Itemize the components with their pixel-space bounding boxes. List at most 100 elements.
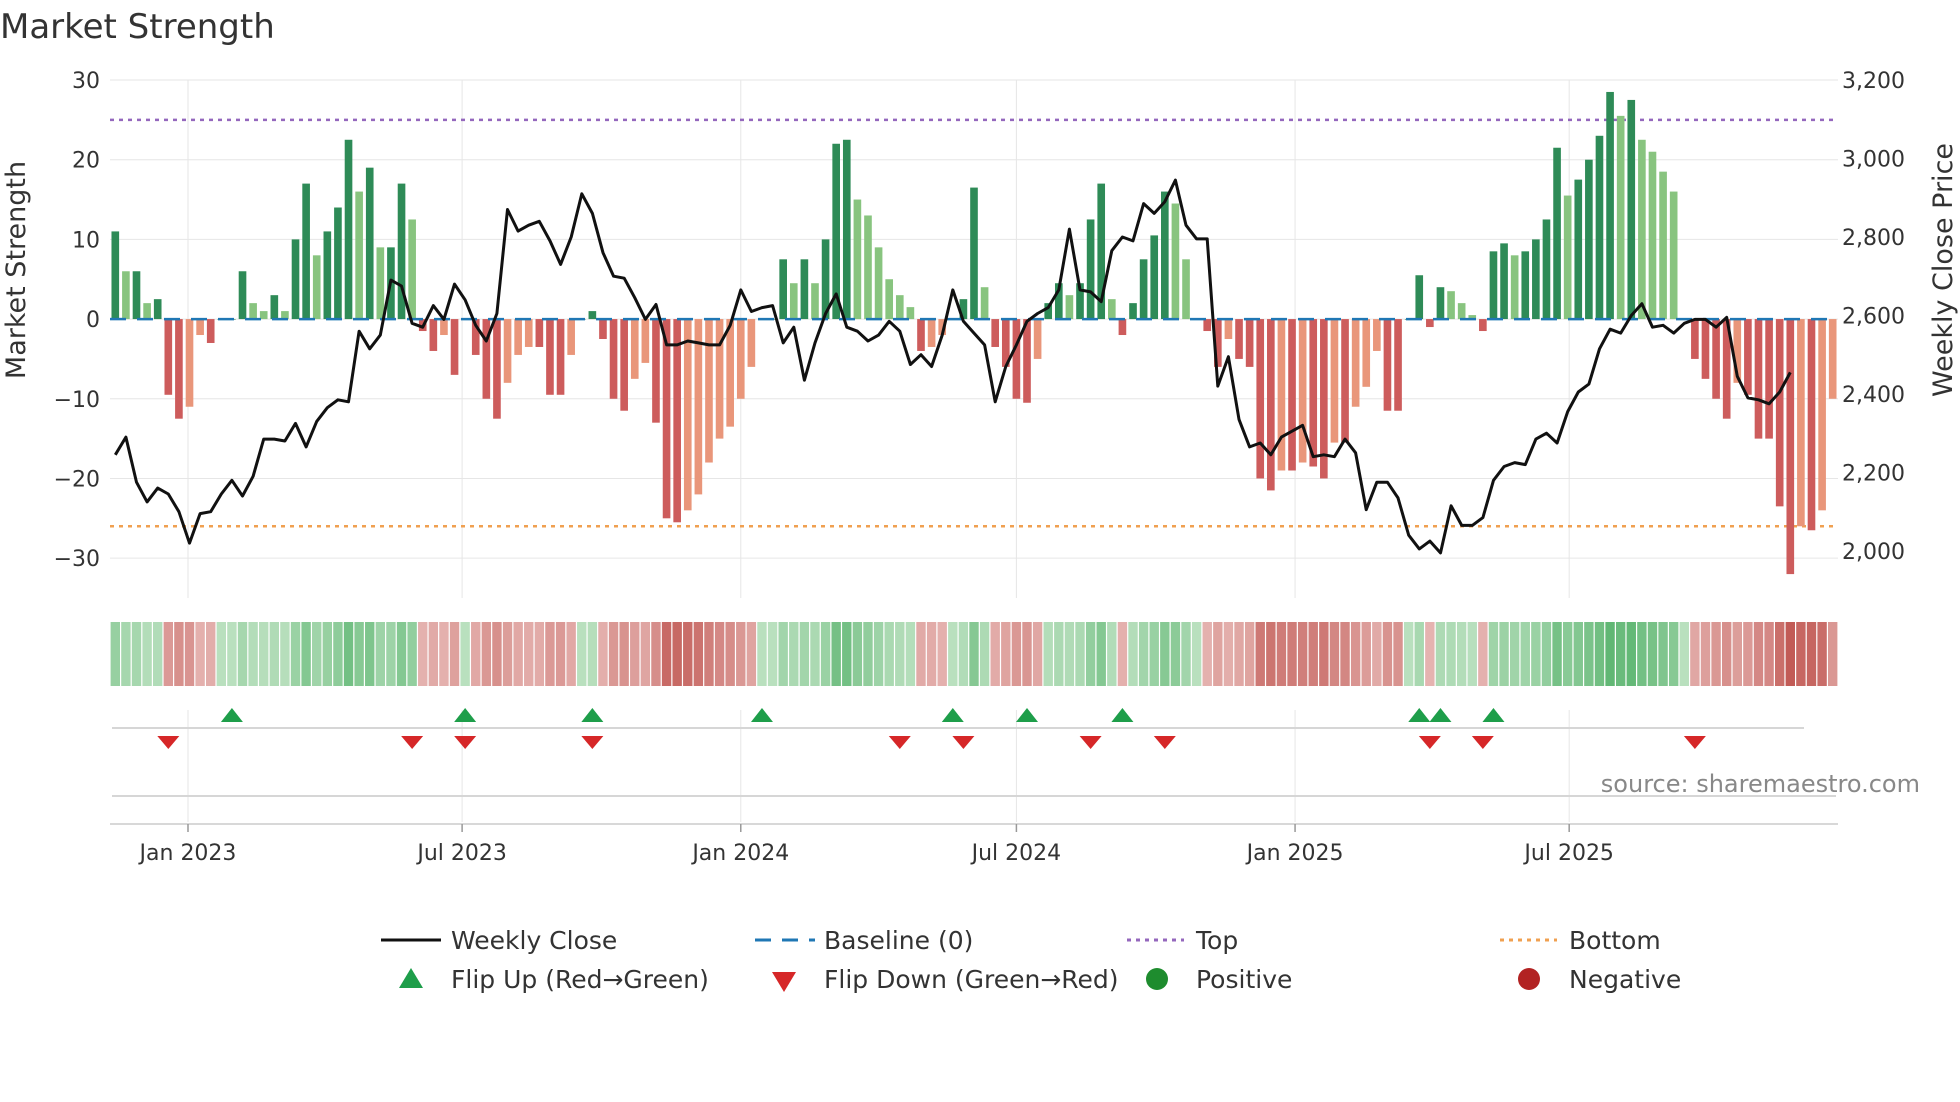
strength-bar: [1479, 319, 1487, 332]
strength-bar: [259, 311, 268, 320]
legend-negative-label: Negative: [1569, 965, 1681, 994]
strength-tile: [1658, 622, 1668, 686]
strength-bars: [110, 91, 1838, 575]
strength-bar: [1436, 287, 1445, 320]
strength-tile: [905, 622, 916, 686]
strength-tile: [439, 622, 449, 686]
strength-tile: [396, 622, 407, 686]
strength-bar: [736, 319, 745, 399]
strength-tile: [1213, 622, 1223, 686]
strength-tile: [1403, 622, 1414, 686]
strength-tile: [1297, 622, 1308, 686]
strength-tile: [714, 622, 725, 686]
right-tick-label: 2,000: [1842, 540, 1905, 565]
strength-tile: [343, 622, 354, 686]
strength-bar: [864, 215, 872, 320]
strength-bar: [959, 299, 968, 320]
axes: 30 20 10 0 −10 −20 −30 3,200 3,000 2,800 2,600 2,40…: [54, 69, 1905, 866]
left-tick-label: 10: [72, 228, 100, 253]
strength-bar: [1076, 283, 1084, 320]
strength-bar: [535, 319, 544, 347]
strength-tile: [163, 622, 174, 686]
strength-tile: [1753, 622, 1764, 686]
strength-tile: [386, 622, 396, 686]
strength-tile: [216, 622, 227, 686]
strength-bar: [1775, 319, 1784, 507]
strength-tile: [1594, 622, 1605, 686]
flip-down-marker: [1683, 736, 1706, 749]
chart-legend: Weekly Close Baseline (0) Top Bottom Fli…: [381, 926, 1681, 994]
strength-tile: [1350, 622, 1361, 686]
strength-bar: [1595, 135, 1604, 320]
left-tick-label: 20: [72, 149, 100, 174]
strength-bar: [153, 299, 162, 320]
strength-bar: [546, 319, 554, 395]
strength-bar: [789, 283, 798, 320]
strength-tile: [110, 622, 121, 686]
strength-bar: [1182, 259, 1190, 320]
strength-bar: [503, 319, 512, 383]
strength-tile: [842, 622, 852, 686]
strength-tile: [1393, 622, 1403, 686]
strength-bar: [1012, 319, 1021, 399]
strength-tile: [280, 622, 290, 686]
strength-bar: [1828, 319, 1837, 399]
strength-tile: [312, 622, 322, 686]
strength-bar: [1638, 139, 1646, 320]
strength-bar: [1733, 319, 1742, 383]
strength-tile: [1668, 622, 1679, 686]
legend-baseline-label: Baseline (0): [824, 926, 973, 955]
strength-tile: [1011, 622, 1022, 686]
strength-bar: [1754, 319, 1763, 439]
flip-up-marker: [454, 708, 477, 722]
strength-tile: [979, 622, 990, 686]
strength-tile: [990, 622, 1000, 686]
strength-tile: [1562, 622, 1573, 686]
strength-bar: [1786, 319, 1795, 575]
strength-bar: [365, 167, 374, 320]
strength-bar: [673, 319, 681, 523]
right-tick-label: 3,000: [1842, 147, 1905, 172]
strength-bar: [980, 287, 989, 320]
strength-bar: [281, 311, 289, 320]
strength-tile: [1700, 622, 1711, 686]
strength-tile: [1043, 622, 1053, 686]
strength-bar: [291, 239, 300, 320]
strength-bar: [1818, 319, 1826, 511]
strength-tile: [1721, 622, 1732, 686]
strength-bar: [440, 319, 448, 336]
source-attribution: source: sharemaestro.com: [1601, 770, 1920, 798]
strength-tile: [969, 622, 979, 686]
right-tick-label: 3,200: [1842, 69, 1905, 94]
strength-tile: [1456, 622, 1467, 686]
strength-tile: [1340, 622, 1350, 686]
strength-tile: [1191, 622, 1202, 686]
strength-bar: [1288, 319, 1296, 471]
strength-bar: [1214, 319, 1222, 367]
strength-bar: [1044, 303, 1053, 320]
strength-tile: [1075, 622, 1085, 686]
strength-bar: [164, 319, 173, 395]
strength-bar: [1150, 235, 1159, 320]
strength-tile: [1573, 622, 1583, 686]
x-tick-label: Jan 2024: [690, 841, 789, 866]
strength-bar: [493, 319, 501, 419]
chart-title: Market Strength: [0, 7, 275, 47]
strength-bar: [641, 319, 650, 363]
strength-tile: [916, 622, 926, 686]
right-tick-label: 2,200: [1842, 461, 1905, 486]
strength-bar: [1500, 243, 1508, 320]
strength-tile: [1032, 622, 1043, 686]
strength-tile: [1541, 622, 1552, 686]
strength-tile: [1096, 622, 1106, 686]
strength-tile: [852, 622, 863, 686]
strength-tile: [1520, 622, 1530, 686]
strength-bar: [652, 319, 660, 423]
strength-tile: [195, 622, 205, 686]
strength-bar: [705, 319, 713, 463]
strength-bar: [397, 183, 406, 320]
strength-tile: [1827, 622, 1838, 686]
strength-tile: [1170, 622, 1181, 686]
strength-tile: [789, 622, 799, 686]
